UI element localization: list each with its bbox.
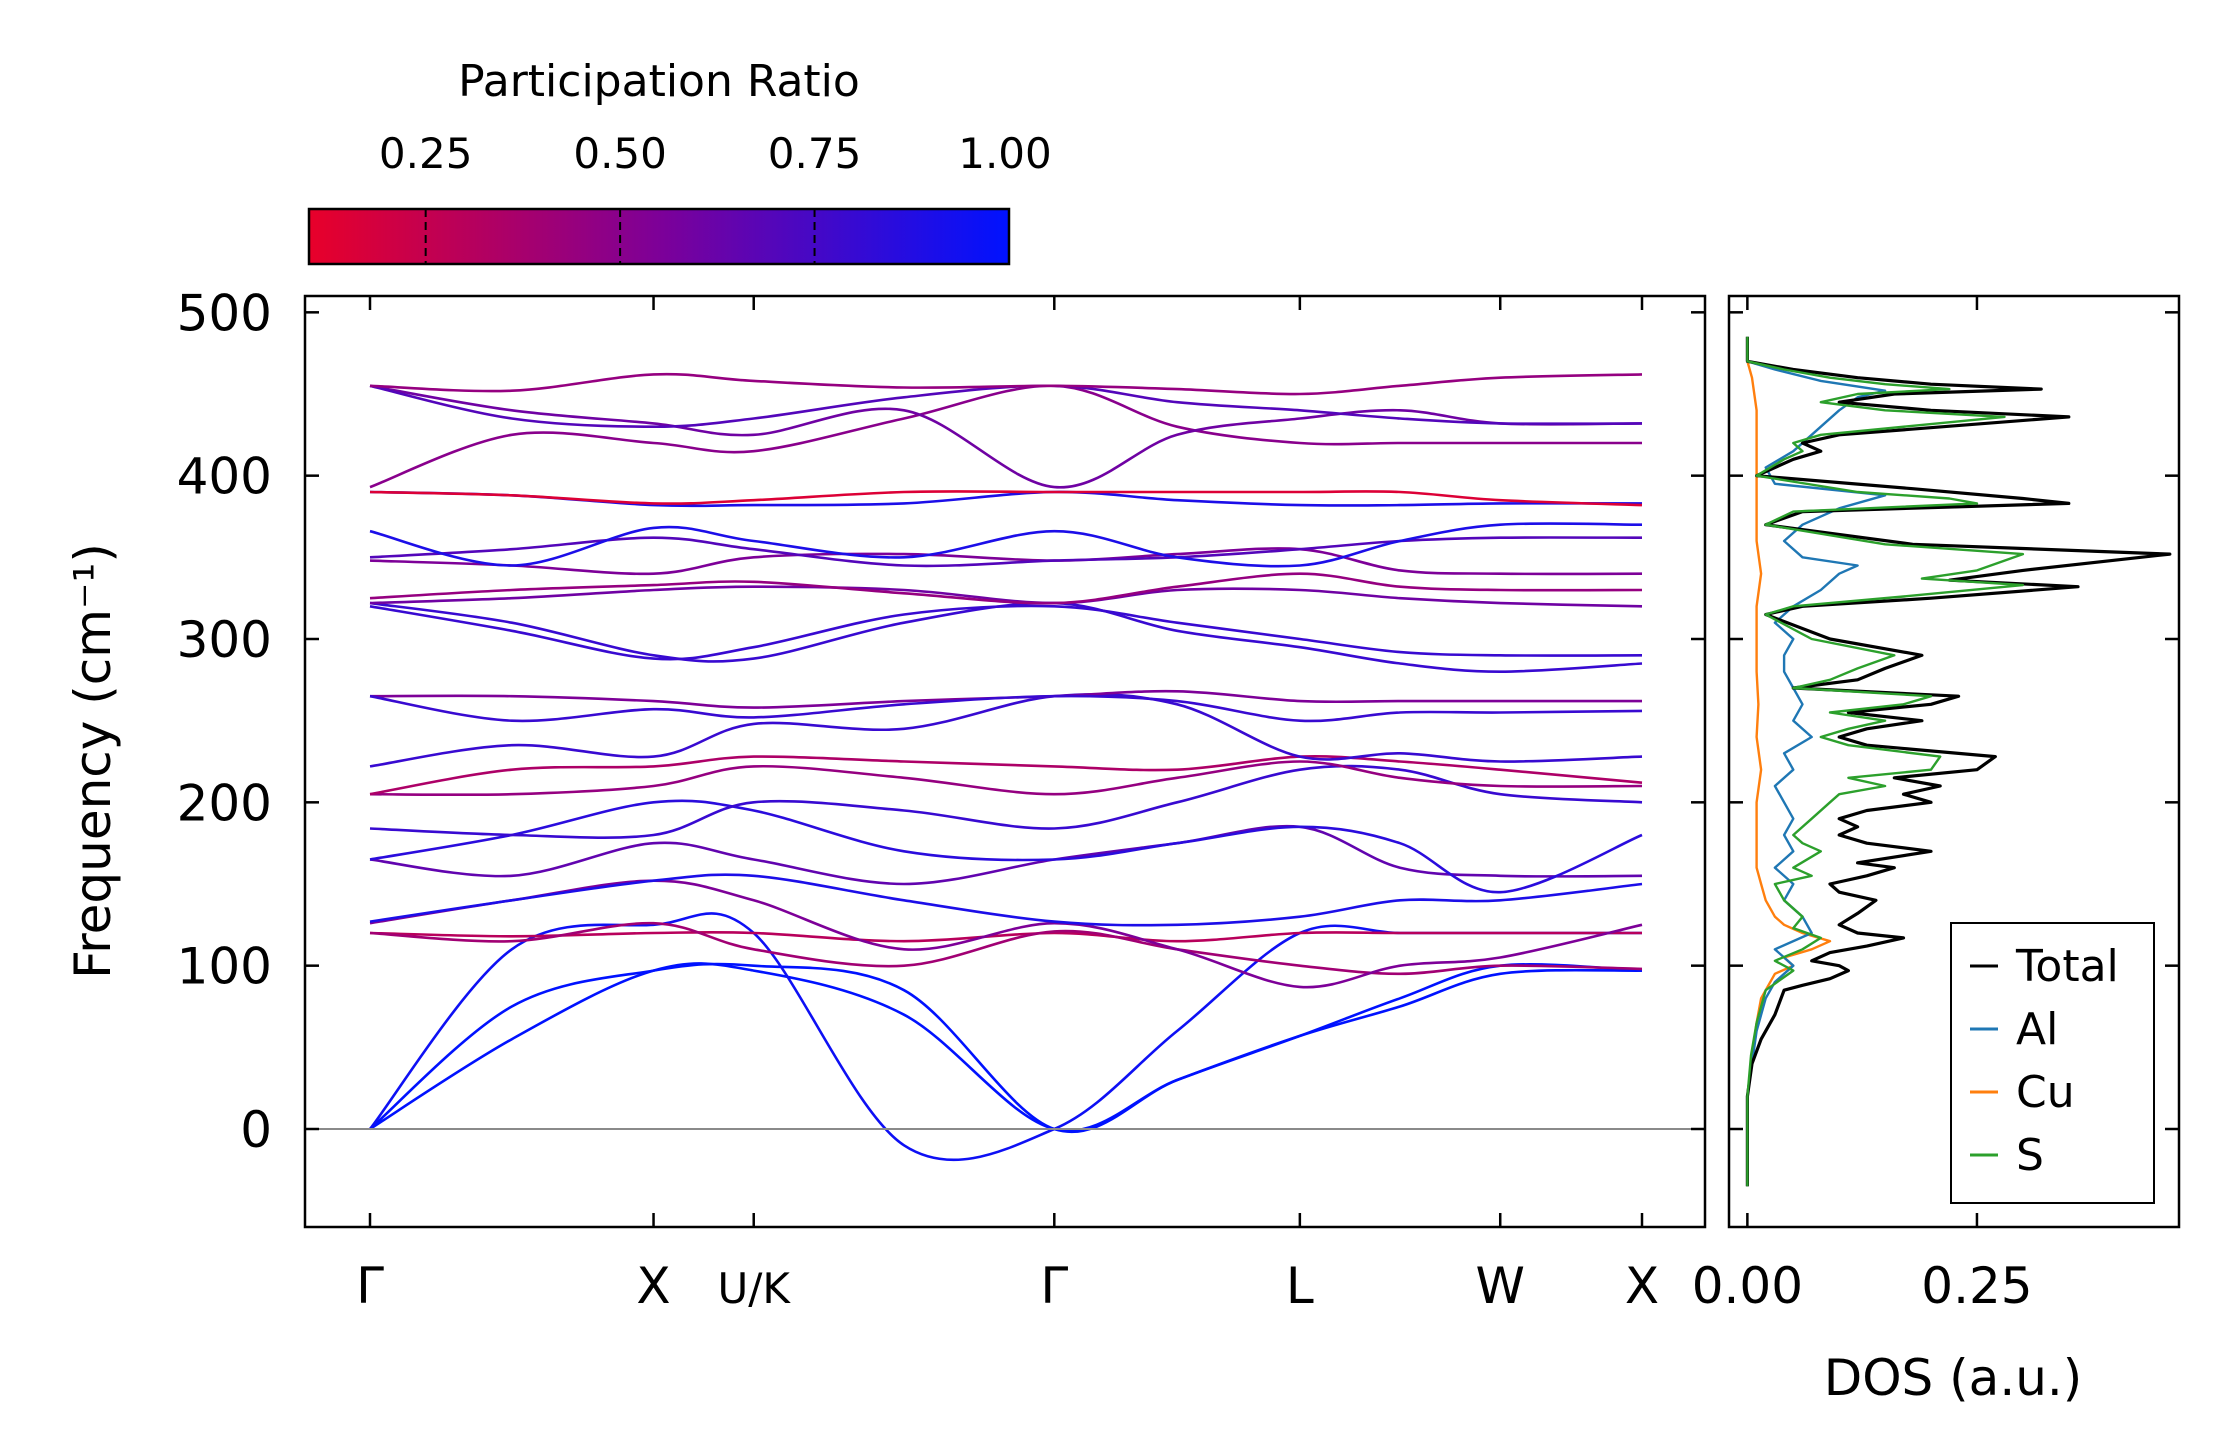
phonon-band-5	[369, 921, 1643, 976]
legend-label-s: S	[2016, 1130, 2044, 1181]
dos-legend: Total Al Cu S	[1950, 922, 2155, 1204]
colorbar-tick-label: 0.25	[379, 129, 473, 178]
phonon-band-16	[369, 604, 1643, 661]
phonon-band-10	[369, 764, 1643, 839]
colorbar: Participation Ratio 0.25 0.50 0.75 1.00	[307, 56, 1052, 266]
dos-axes-frame	[1727, 294, 2181, 1229]
phonon-band-22	[369, 522, 1643, 568]
phonon-band-9	[369, 799, 1643, 894]
band-lines	[368, 372, 1643, 1162]
phonon-band-17	[369, 601, 1643, 674]
legend-frame	[1950, 922, 2155, 1204]
kpoint-label: W	[1476, 1257, 1525, 1315]
y-tick-label: 200	[177, 774, 272, 832]
phonon-band-2	[369, 962, 1643, 1134]
kpoint-label: U/K	[718, 1264, 792, 1313]
phonon-band-1	[369, 962, 1643, 1132]
colorbar-tick-label: 0.75	[768, 129, 862, 178]
phonon-band-20	[369, 547, 1643, 576]
band-x-ticks	[368, 296, 1644, 1227]
dos-panel: 0.00 0.25 DOS (a.u.) Total Al Cu S	[1692, 294, 2181, 1407]
dos-line-s	[1746, 336, 2025, 1187]
kpoint-label: Γ	[1040, 1257, 1068, 1315]
kpoint-label: L	[1286, 1257, 1314, 1315]
band-y-tick-labels: 0 100 200 300 400 500	[177, 284, 272, 1159]
dos-x-axis-label: DOS (a.u.)	[1824, 1349, 2083, 1407]
y-tick-label: 100	[177, 938, 272, 996]
phonon-band-21	[369, 536, 1643, 568]
phonon-band-19	[369, 572, 1643, 605]
legend-label-al: Al	[2016, 1004, 2058, 1055]
y-tick-label: 300	[177, 611, 272, 669]
colorbar-tick-label: 0.50	[573, 129, 667, 178]
legend-label-total: Total	[2015, 941, 2119, 992]
y-tick-label: 0	[240, 1101, 272, 1159]
y-tick-label: 400	[177, 448, 272, 506]
colorbar-ticks	[424, 209, 816, 264]
colorbar-gradient	[307, 207, 1011, 266]
dos-x-tick-label: 0.00	[1692, 1257, 1803, 1315]
phonon-band-11	[369, 760, 1643, 797]
phonon-band-8	[369, 824, 1643, 886]
dos-x-ticks	[1746, 296, 1979, 1227]
band-structure-panel: 0 100 200 300 400 500 Γ X U/K Γ L W X Fr…	[64, 284, 1707, 1315]
phonon-band-12	[369, 755, 1643, 796]
phonon-band-26	[369, 384, 1643, 489]
phonon-band-6	[369, 879, 1643, 989]
phonon-band-28	[369, 372, 1643, 396]
colorbar-tick-labels: 0.25 0.50 0.75 1.00	[379, 129, 1052, 178]
dos-line-al	[1746, 360, 1887, 1187]
y-tick-label: 500	[177, 284, 272, 342]
band-axes-frame	[303, 294, 1707, 1229]
phonon-band-13	[369, 692, 1643, 768]
band-x-tick-labels: Γ X U/K Γ L W X	[356, 1257, 1659, 1315]
colorbar-label: Participation Ratio	[458, 56, 860, 107]
colorbar-tick-label: 1.00	[958, 129, 1052, 178]
kpoint-label: X	[1625, 1257, 1659, 1315]
dos-lines	[1745, 336, 2172, 1187]
band-y-ticks	[305, 311, 1705, 1131]
phonon-band-15	[369, 694, 1643, 723]
dos-x-tick-label: 0.25	[1921, 1257, 2032, 1315]
dos-x-tick-labels: 0.00 0.25	[1692, 1257, 2033, 1315]
dos-y-ticks	[1729, 311, 2179, 1131]
phonon-band-3	[368, 912, 1642, 1162]
y-axis-label: Frequency (cm⁻¹)	[64, 543, 122, 979]
legend-label-cu: Cu	[2016, 1067, 2075, 1118]
kpoint-label: Γ	[356, 1257, 384, 1315]
dos-line-cu	[1746, 360, 1832, 1187]
dos-line-total	[1745, 336, 2172, 1187]
phonon-band-7	[369, 873, 1643, 927]
kpoint-label: X	[636, 1257, 670, 1315]
phonon-band-24	[369, 490, 1643, 507]
phonon-band-25	[369, 384, 1642, 489]
